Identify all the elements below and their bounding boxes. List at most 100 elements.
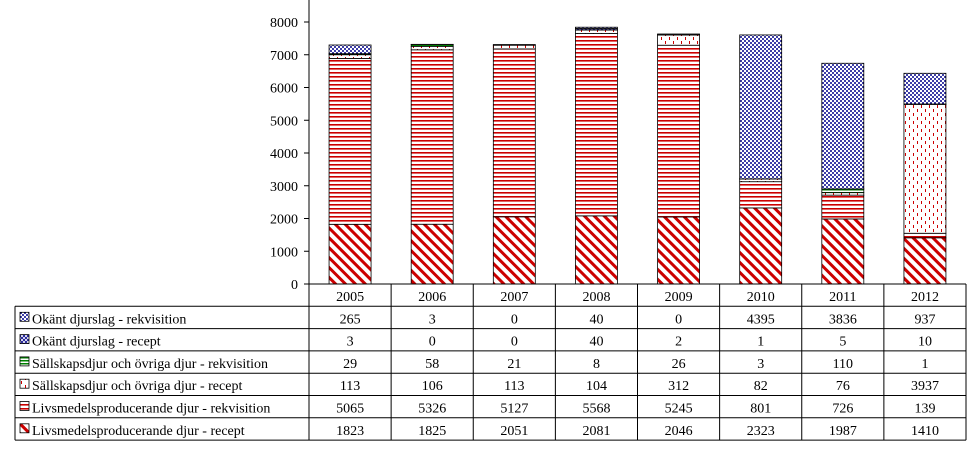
table-cell-value: 3: [347, 335, 354, 350]
bar-segment: [903, 103, 947, 234]
bar-segment: [328, 54, 372, 59]
bar-segment: [328, 44, 372, 55]
bar-segment: [492, 44, 536, 50]
table-cell-value: 1: [921, 357, 928, 372]
category-label: 2008: [582, 290, 610, 305]
table-cell-value: 0: [511, 312, 518, 327]
table-cell-value: 4395: [747, 312, 775, 327]
bar-segment: [492, 44, 536, 46]
y-tick-label: 7000: [270, 49, 298, 64]
bar-segment: [657, 44, 700, 218]
table-cell-value: 1: [757, 335, 764, 350]
bar-segment: [328, 58, 372, 225]
legend-swatch: [19, 356, 30, 367]
table-cell-value: 113: [504, 379, 524, 394]
table-cell-value: 29: [343, 357, 357, 372]
table-cell-value: 40: [589, 312, 603, 327]
table-cell-value: 40: [589, 335, 603, 350]
y-tick-label: 1000: [270, 245, 298, 260]
bar-segment: [492, 48, 536, 218]
legend-swatch: [19, 423, 30, 434]
table-cell-value: 0: [511, 335, 518, 350]
bar-segment: [903, 237, 947, 285]
legend-swatch: [19, 378, 30, 389]
bar-segment: [328, 223, 372, 285]
table-cell-value: 2081: [582, 424, 610, 439]
table-cell-value: 2323: [747, 424, 775, 439]
table-cell-value: 76: [836, 379, 850, 394]
bar-segment: [657, 34, 700, 46]
table-cell-value: 1825: [418, 424, 446, 439]
category-label: 2012: [911, 290, 939, 305]
table-cell-value: 0: [675, 312, 682, 327]
table-cell-value: 8: [593, 357, 600, 372]
category-label: 2007: [500, 290, 528, 305]
table-cell-value: 3937: [911, 379, 939, 394]
y-tick-label: 5000: [270, 114, 298, 129]
table-cell-value: 113: [340, 379, 360, 394]
bar-segment: [575, 215, 618, 285]
category-label: 2010: [747, 290, 775, 305]
bar-segment: [410, 45, 454, 51]
legend-swatch: [19, 401, 30, 411]
legend-label: Livsmedelsproducerande djur - rekvisitio…: [32, 402, 270, 417]
bar-segment: [739, 34, 783, 180]
table-cell-value: 1987: [829, 424, 857, 439]
legend-swatch: [19, 311, 30, 322]
table-cell-value: 5065: [336, 402, 364, 417]
category-label: 2011: [829, 290, 856, 305]
table-cell-value: 10: [918, 335, 932, 350]
y-tick-label: 2000: [270, 213, 298, 228]
table-cell-value: 5245: [665, 402, 693, 417]
bar-segment: [575, 33, 618, 217]
table-cell-value: 937: [914, 312, 935, 327]
bar-segment: [903, 232, 947, 239]
table-cell-value: 5326: [418, 402, 446, 417]
table-cell-value: 2046: [665, 424, 693, 439]
table-cell-value: 1410: [911, 424, 939, 439]
table-cell-value: 58: [425, 357, 439, 372]
bar-segment: [821, 194, 865, 220]
category-label: 2009: [665, 290, 693, 305]
bars-layer: [328, 26, 947, 285]
table-cell-value: 82: [754, 379, 768, 394]
y-tick-label: 6000: [270, 82, 298, 97]
table-cell-value: 3: [757, 357, 764, 372]
table-cell-value: 2: [675, 335, 682, 350]
bar-segment: [821, 188, 865, 194]
table-cell-value: 801: [750, 402, 771, 417]
bar-segment: [410, 49, 454, 225]
table-cell-value: 1823: [336, 424, 364, 439]
legend-label: Sällskapsdjur och övriga djur - rekvisit…: [32, 357, 268, 372]
legend-label: Okänt djurslag - recept: [32, 335, 161, 350]
y-tick-label: 8000: [270, 16, 298, 31]
bar-segment: [739, 181, 783, 209]
y-tick-label: 0: [291, 278, 298, 293]
table-cell-value: 2051: [500, 424, 528, 439]
bar-segment: [410, 223, 454, 285]
table-cell-value: 106: [422, 379, 443, 394]
table-cell-value: 0: [429, 335, 436, 350]
table-cell-value: 265: [340, 312, 361, 327]
legend-swatch: [19, 334, 30, 345]
bar-segment: [821, 218, 865, 285]
table-cell-value: 110: [833, 357, 853, 372]
y-tick-label: 4000: [270, 147, 298, 162]
legend-label: Okänt djurslag - rekvisition: [32, 312, 186, 327]
category-label: 2005: [336, 290, 364, 305]
bar-segment: [739, 207, 783, 285]
table-cell-value: 139: [914, 402, 935, 417]
table-cell-value: 5127: [500, 402, 528, 417]
table-cell-value: 3836: [829, 312, 857, 327]
table-cell-value: 726: [832, 402, 853, 417]
table-cell-value: 312: [668, 379, 689, 394]
bar-segment: [492, 216, 536, 285]
bar-segment: [821, 62, 865, 190]
table-cell-value: 21: [507, 357, 521, 372]
y-tick-label: 3000: [270, 180, 298, 195]
legend-label: Livsmedelsproducerande djur - recept: [32, 424, 245, 439]
bar-segment: [575, 29, 618, 34]
table-cell-value: 104: [586, 379, 607, 394]
